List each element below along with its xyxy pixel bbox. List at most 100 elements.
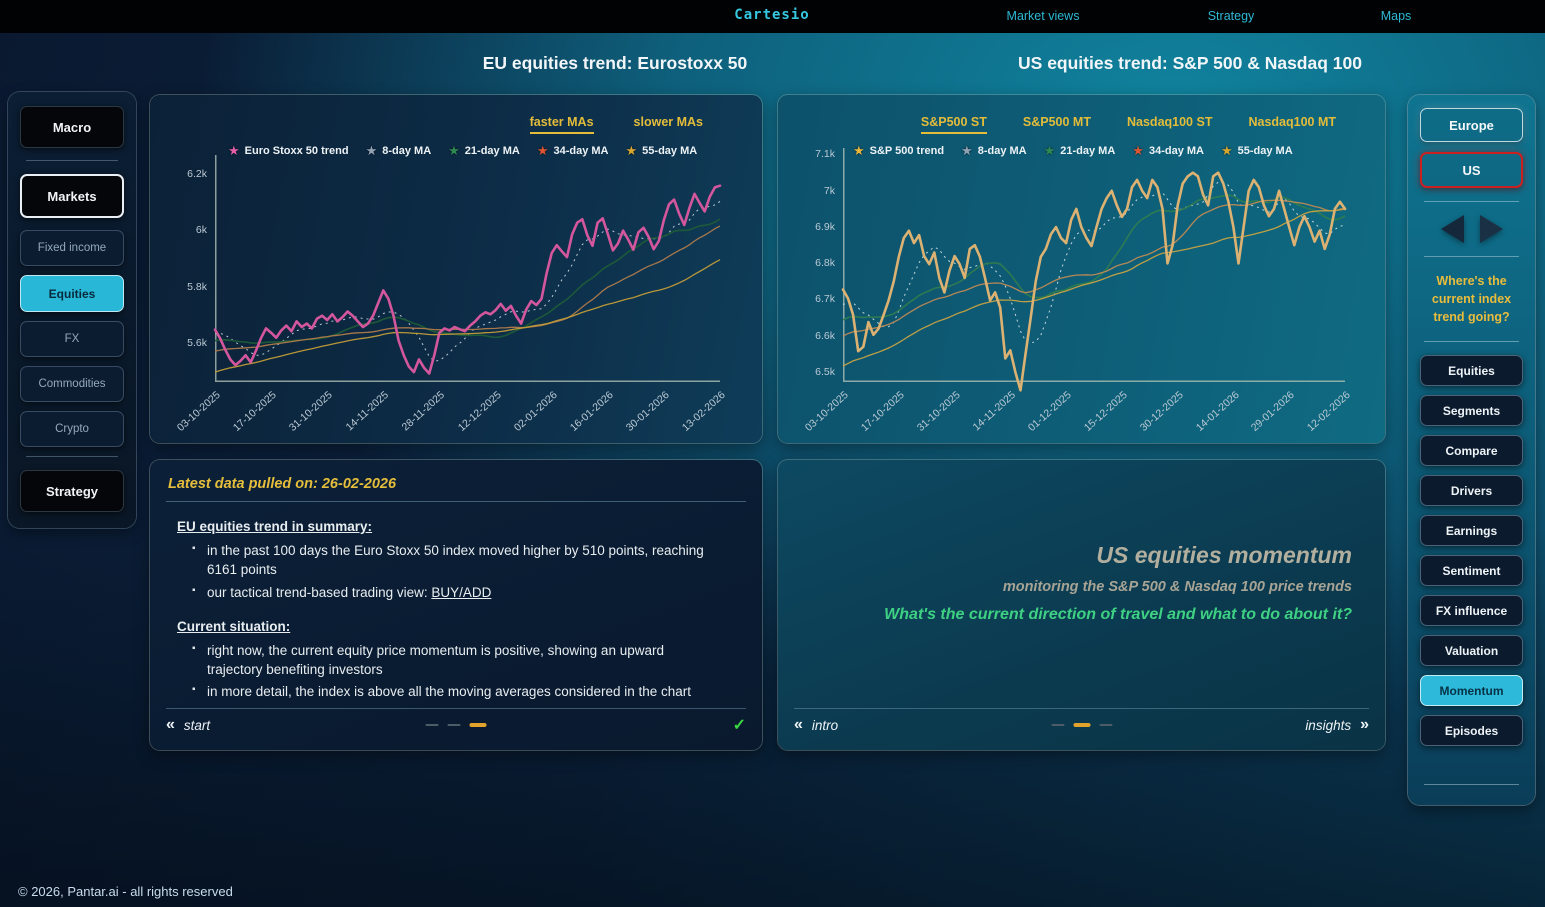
page-dot-active[interactable]	[469, 723, 487, 727]
sidebar-item-macro[interactable]: Macro	[20, 106, 124, 148]
legend-item[interactable]: ★ 21-day MA	[1043, 143, 1116, 158]
back-to-start-button[interactable]: « start	[166, 716, 211, 733]
page-dot[interactable]	[425, 723, 439, 727]
star-icon: ★	[228, 143, 240, 158]
region-button-europe[interactable]: Europe	[1420, 108, 1523, 142]
momentum-subtitle: monitoring the S&P 500 & Nasdaq 100 pric…	[1002, 579, 1352, 595]
y-axis-tick-label: 5.6k	[187, 336, 207, 349]
y-axis-tick-label: 6.2k	[187, 167, 207, 180]
rnav-sentiment[interactable]: Sentiment	[1420, 555, 1523, 587]
rnav-earnings[interactable]: Earnings	[1420, 515, 1523, 547]
page-indicator	[1051, 723, 1112, 727]
page-dot[interactable]	[447, 723, 461, 727]
legend-item[interactable]: ★ 34-day MA	[536, 143, 609, 158]
rnav-fx-influence[interactable]: FX influence	[1420, 595, 1523, 627]
rnav-momentum[interactable]: Momentum	[1420, 675, 1523, 707]
eu-summary-panel: Latest data pulled on: 26-02-2026 EU equ…	[150, 460, 762, 750]
trend-line	[841, 171, 1347, 392]
x-axis-tick-label: 16-01-2026	[567, 389, 616, 434]
next-arrow-button[interactable]	[1479, 215, 1503, 243]
trend-question-text: Where's the current index trend going?	[1431, 274, 1512, 325]
region-button-us[interactable]: US	[1420, 152, 1523, 188]
tab-sp500-st[interactable]: S&P500 ST	[920, 115, 987, 134]
legend-item[interactable]: ★ 21-day MA	[448, 143, 520, 158]
star-icon: ★	[1220, 143, 1233, 158]
nav-maps[interactable]: Maps	[1380, 9, 1412, 23]
sidebar-divider	[1424, 201, 1519, 202]
eu-chart-legend: ★ Euro Stoxx 50 trend ★ 8-day MA ★ 21-day MA ★…	[228, 143, 697, 159]
sidebar-divider	[1424, 784, 1519, 786]
star-icon: ★	[853, 143, 865, 158]
legend-item[interactable]: ★ 8-day MA	[961, 143, 1027, 158]
rnav-segments[interactable]: Segments	[1420, 395, 1523, 427]
sidebar-item-markets[interactable]: Markets	[20, 174, 124, 218]
star-icon: ★	[365, 143, 378, 158]
ma-line	[842, 199, 1346, 337]
us-chart-legend: ★ S&P 500 trend ★ 8-day MA ★ 21-day MA ★ 34-day…	[853, 143, 1293, 159]
star-icon: ★	[1043, 143, 1056, 158]
x-axis-tick-label: 17-10-2025	[231, 389, 280, 434]
sidebar-item-crypto[interactable]: Crypto	[20, 411, 124, 447]
double-chevron-right-icon: »	[1360, 716, 1369, 733]
nav-strategy[interactable]: Strategy	[1207, 9, 1255, 23]
tab-nasdaq100-mt[interactable]: Nasdaq100 MT	[1248, 115, 1336, 129]
back-to-intro-button[interactable]: « intro	[794, 716, 839, 733]
y-axis-tick-label: 6k	[195, 224, 207, 237]
tab-nasdaq100-st[interactable]: Nasdaq100 ST	[1127, 115, 1213, 129]
y-axis-tick-label: 6.8k	[815, 257, 835, 270]
sidebar-item-strategy[interactable]: Strategy	[20, 470, 124, 512]
star-icon: ★	[448, 143, 460, 158]
x-axis-tick-label: 01-12-2025	[1026, 389, 1075, 434]
sidebar-divider	[1424, 341, 1519, 343]
ma-line	[214, 259, 721, 373]
sidebar-divider	[1424, 256, 1519, 257]
legend-item[interactable]: ★ Euro Stoxx 50 trend	[228, 143, 349, 158]
previous-arrow-button[interactable]	[1440, 215, 1464, 243]
ma-line	[214, 218, 721, 344]
eu-section-title: EU equities trend: Eurostoxx 50	[482, 53, 748, 73]
sidebar-item-equities[interactable]: Equities	[20, 275, 124, 312]
summary-section-title: EU equities trend in summary:	[177, 519, 373, 534]
forward-to-insights-button[interactable]: insights »	[1305, 716, 1369, 733]
x-axis-tick-label: 31-10-2025	[914, 389, 963, 434]
legend-item[interactable]: ★ 8-day MA	[365, 143, 432, 158]
x-axis-tick-label: 13-02-2026	[680, 389, 729, 434]
y-axis-tick-label: 6.7k	[815, 293, 835, 306]
cartesio-logo[interactable]: Cartesio	[734, 7, 810, 23]
legend-item[interactable]: ★ 55-day MA	[1220, 143, 1293, 158]
rnav-valuation[interactable]: Valuation	[1420, 635, 1523, 667]
y-axis-tick-label: 5.8k	[187, 280, 207, 293]
momentum-question: What's the current direction of travel a…	[884, 606, 1352, 623]
buy-add-link[interactable]: BUY/ADD	[431, 584, 492, 600]
page-dot[interactable]	[1099, 723, 1112, 727]
ma-line	[215, 200, 721, 362]
sidebar-item-fixed-income[interactable]: Fixed income	[20, 230, 124, 266]
sidebar-item-fx[interactable]: FX	[20, 321, 124, 357]
chart-plot	[213, 155, 722, 383]
tab-slower-mas[interactable]: slower MAs	[633, 115, 703, 129]
sidebar-divider	[26, 160, 118, 161]
star-icon: ★	[1132, 143, 1144, 158]
legend-item[interactable]: ★ S&P 500 trend	[853, 143, 945, 158]
page-dot[interactable]	[1051, 723, 1064, 727]
legend-item[interactable]: ★ 34-day MA	[1132, 143, 1204, 158]
rnav-drivers[interactable]: Drivers	[1420, 475, 1523, 507]
x-axis-tick-label: 14-11-2025	[970, 389, 1019, 434]
top-bar: Cartesio Market views Strategy Maps	[0, 0, 1545, 33]
legend-item[interactable]: ★ 55-day MA	[625, 143, 698, 158]
nav-market-views[interactable]: Market views	[1006, 9, 1080, 23]
momentum-panel-footer: « intro insights »	[794, 708, 1369, 741]
copyright-text: © 2026, Pantar.ai - all rights reserved	[18, 884, 233, 899]
us-momentum-panel: US equities momentum monitoring the S&P …	[778, 460, 1385, 750]
chart-plot	[841, 148, 1347, 392]
double-chevron-left-icon: «	[166, 716, 175, 733]
sidebar-item-commodities[interactable]: Commodities	[20, 366, 124, 402]
rnav-compare[interactable]: Compare	[1420, 435, 1523, 467]
star-icon: ★	[536, 143, 549, 158]
rnav-equities[interactable]: Equities	[1420, 355, 1523, 387]
tab-sp500-mt[interactable]: S&P500 MT	[1022, 115, 1091, 129]
y-axis-tick-label: 6.5k	[815, 365, 835, 378]
rnav-episodes[interactable]: Episodes	[1420, 715, 1523, 747]
tab-faster-mas[interactable]: faster MAs	[529, 115, 594, 134]
page-dot-active[interactable]	[1073, 723, 1090, 727]
